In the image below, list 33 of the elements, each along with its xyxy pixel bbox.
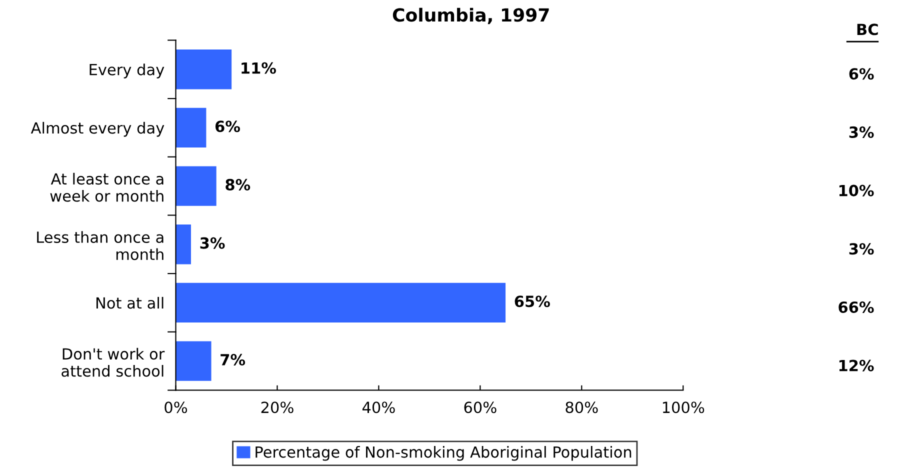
text: BC <box>857 24 878 36</box>
x-tick-label: 100% <box>662 402 704 414</box>
text: 3% <box>849 243 874 255</box>
bar <box>176 108 206 148</box>
y-tick-label: Almost every day <box>30 122 164 137</box>
bar <box>176 166 216 206</box>
text: 6% <box>849 68 874 80</box>
text: 10% <box>839 184 874 196</box>
data-label: 11% <box>242 62 276 74</box>
chart-title: Columbia, 1997 <box>392 8 549 24</box>
x-tick-label: 40% <box>362 402 395 414</box>
x-tick-label: 80% <box>566 402 598 414</box>
legend-label: Percentage of Non-smoking Aboriginal Population <box>256 446 632 461</box>
data-label: 65% <box>514 296 550 308</box>
bar <box>176 224 191 264</box>
data-label: 6% <box>215 120 240 132</box>
text: 12% <box>839 360 874 372</box>
bar <box>176 341 212 381</box>
x-tick-label: 60% <box>464 402 496 414</box>
y-tick-label: At least once a week or month <box>50 172 164 202</box>
data-label: 3% <box>200 237 225 249</box>
x-tick-label: 0% <box>164 402 188 414</box>
y-tick-label: Less than once a month <box>37 231 164 260</box>
bar <box>176 50 232 90</box>
data-label: 8% <box>226 178 250 190</box>
bar <box>176 282 506 323</box>
text: 66% <box>838 301 874 313</box>
data-label: 7% <box>220 354 246 366</box>
y-tick-label: Not at all <box>96 296 164 309</box>
y-tick-label: Every day <box>90 64 164 78</box>
x-tick-label: 20% <box>261 402 294 414</box>
y-tick-label: Don't work or attend school <box>62 348 165 377</box>
text: 3% <box>849 126 874 138</box>
